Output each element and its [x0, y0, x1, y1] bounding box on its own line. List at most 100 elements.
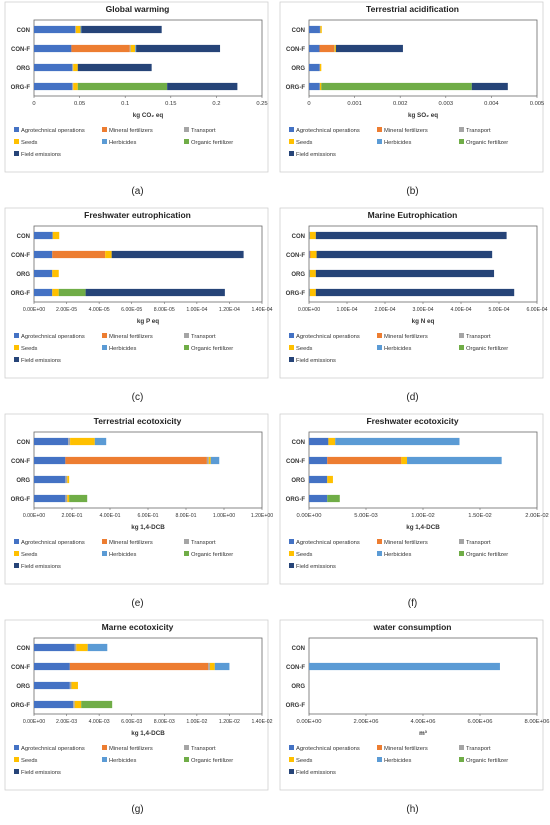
- category-label: ORG-F: [11, 291, 31, 297]
- tick-label: 2.00E-03: [56, 719, 77, 725]
- legend-swatch-herb: [377, 757, 382, 762]
- tick-label: 4.00E-04: [450, 307, 471, 313]
- legend-label-min: Mineral fertilizers: [384, 128, 428, 134]
- bar-segment-seeds: [209, 662, 215, 671]
- legend-label-org: Organic fertilizer: [191, 552, 233, 558]
- bar-segment-field: [136, 44, 221, 53]
- bar-segment-agro: [309, 63, 320, 72]
- legend-label-min: Mineral fertilizers: [384, 540, 428, 546]
- panel-label: (a): [131, 186, 143, 197]
- x-axis-label: kg 1,4-DCB: [131, 524, 165, 531]
- legend-swatch-seeds: [14, 345, 19, 350]
- bar-segment-seeds: [310, 250, 317, 259]
- bar-segment-field: [315, 269, 495, 278]
- tick-label: 2.00E+06: [354, 719, 379, 725]
- chart-title: Global warming: [106, 4, 170, 14]
- category-label: CON: [292, 234, 305, 240]
- bar-segment-seeds: [401, 456, 408, 465]
- legend-swatch-min: [377, 745, 382, 750]
- category-label: CON: [292, 440, 305, 446]
- legend-swatch-herb: [377, 139, 382, 144]
- legend-swatch-agro: [289, 333, 294, 338]
- bar-segment-org: [81, 700, 113, 709]
- legend-swatch-herb: [377, 345, 382, 350]
- legend-swatch-trans: [459, 745, 464, 750]
- bar-segment-agro: [34, 437, 69, 446]
- chart-panel-6: Freshwater ecotoxicity CON CON-F ORG ORG-F 0.…: [279, 413, 549, 609]
- tick-label: 0.00E+00: [23, 513, 45, 519]
- tick-label: 0.004: [484, 101, 499, 107]
- bar-segment-seeds: [319, 82, 322, 91]
- category-label: CON: [17, 646, 30, 652]
- legend-swatch-field: [14, 151, 19, 156]
- tick-label: 3.00E-04: [412, 307, 433, 313]
- legend-label-seeds: Seeds: [21, 552, 38, 558]
- tick-label: 0.15: [165, 101, 176, 107]
- legend-swatch-org: [459, 345, 464, 350]
- bar-segment-agro: [309, 44, 320, 53]
- legend-swatch-seeds: [14, 757, 19, 762]
- category-label: CON: [17, 440, 30, 446]
- chart-title: Freshwater ecotoxicity: [366, 416, 458, 426]
- legend-label-herb: Herbicides: [384, 140, 411, 146]
- bar-segment-trans: [208, 662, 210, 671]
- bar-segment-trans: [206, 456, 209, 465]
- legend-label-min: Mineral fertilizers: [109, 746, 153, 752]
- legend-label-herb: Herbicides: [109, 346, 136, 352]
- bar-segment-org: [58, 288, 86, 297]
- legend-swatch-org: [184, 551, 189, 556]
- tick-label: 8.00E-05: [154, 307, 175, 313]
- bar-segment-agro: [309, 250, 310, 259]
- bar-segment-herb: [214, 662, 230, 671]
- bar-segment-agro: [309, 437, 329, 446]
- category-label: CON-F: [286, 459, 305, 465]
- bar-segment-seeds: [76, 643, 88, 652]
- bar-segment-field: [471, 82, 508, 91]
- legend-swatch-seeds: [14, 139, 19, 144]
- bar-segment-org: [69, 494, 88, 503]
- bar-segment-seeds: [130, 44, 136, 53]
- tick-label: 0: [307, 101, 310, 107]
- panel-label: (c): [132, 392, 144, 403]
- tick-label: 1.20E-02: [219, 719, 240, 725]
- tick-label: 6.00E-01: [137, 513, 158, 519]
- bar-segment-herb: [94, 437, 107, 446]
- category-label: CON: [292, 28, 305, 34]
- bar-segment-min: [309, 250, 311, 259]
- legend-swatch-org: [459, 757, 464, 762]
- legend-swatch-seeds: [14, 551, 19, 556]
- category-label: ORG: [16, 66, 30, 72]
- bar-segment-field: [81, 25, 162, 34]
- legend-label-herb: Herbicides: [384, 758, 411, 764]
- bar-segment-seeds: [208, 456, 211, 465]
- bar-segment-min: [71, 44, 130, 53]
- bar-segment-field: [111, 250, 244, 259]
- legend-label-field: Field emissions: [21, 152, 61, 158]
- x-axis-label: kg 1,4-DCB: [406, 524, 440, 531]
- legend-swatch-seeds: [289, 139, 294, 144]
- legend-label-min: Mineral fertilizers: [384, 746, 428, 752]
- tick-label: 4.00E-01: [99, 513, 120, 519]
- chart-panel-2: Terrestrial acidification CON CON-F ORG ORG-…: [279, 1, 544, 197]
- bar-segment-herb: [135, 44, 137, 53]
- legend-label-agro: Agrotechnical operations: [21, 128, 85, 134]
- bar-segment-agro: [309, 288, 310, 297]
- legend-label-trans: Transport: [191, 746, 216, 752]
- legend-swatch-field: [14, 563, 19, 568]
- legend-label-org: Organic fertilizer: [466, 346, 508, 352]
- legend-swatch-field: [14, 769, 19, 774]
- bar-segment-trans: [65, 494, 68, 503]
- bar-segment-herb: [407, 456, 502, 465]
- panel-label: (b): [406, 186, 418, 197]
- tick-label: 1.50E-02: [468, 513, 492, 519]
- legend-swatch-min: [102, 539, 107, 544]
- legend-swatch-herb: [377, 551, 382, 556]
- tick-label: 0.00E+00: [23, 307, 45, 313]
- bar-segment-seeds: [105, 250, 112, 259]
- tick-label: 1.40E-04: [251, 307, 272, 313]
- bar-segment-seeds: [74, 700, 82, 709]
- bar-segment-min: [319, 44, 335, 53]
- category-label: ORG: [16, 478, 30, 484]
- legend-swatch-agro: [14, 333, 19, 338]
- bar-segment-agro: [34, 250, 53, 259]
